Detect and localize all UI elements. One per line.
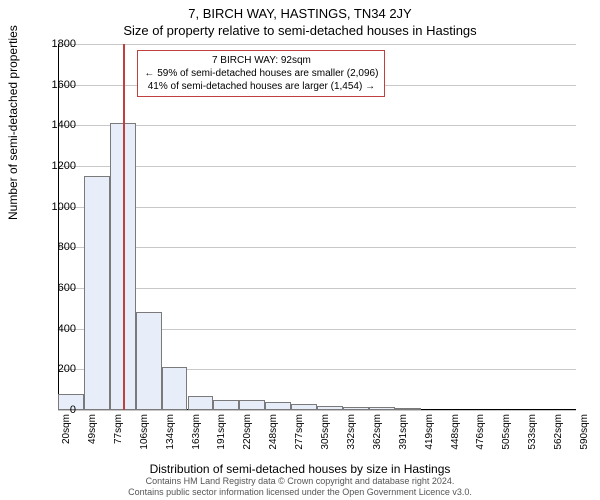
x-tick-label: 277sqm [294, 414, 305, 450]
x-tick-label: 562sqm [553, 414, 564, 450]
histogram-bar [239, 400, 265, 410]
histogram-bar [84, 176, 110, 410]
histogram-bar [162, 367, 188, 410]
histogram-bar [317, 406, 343, 410]
x-tick-label: 134sqm [165, 414, 176, 450]
x-tick-label: 419sqm [424, 414, 435, 450]
y-tick-label: 1000 [36, 201, 76, 213]
histogram-bar [213, 400, 239, 410]
x-tick-label: 220sqm [242, 414, 253, 450]
x-tick-label: 476sqm [475, 414, 486, 450]
x-tick-label: 20sqm [61, 414, 72, 444]
x-tick-label: 191sqm [216, 414, 227, 450]
gridline [58, 288, 576, 289]
x-tick-label: 391sqm [398, 414, 409, 450]
x-tick-label: 248sqm [268, 414, 279, 450]
page-subtitle: Size of property relative to semi-detach… [0, 21, 600, 38]
gridline [58, 125, 576, 126]
y-tick-label: 800 [36, 241, 76, 253]
histogram-bar [369, 407, 395, 410]
histogram-bar [188, 396, 214, 410]
gridline [58, 166, 576, 167]
x-tick-label: 448sqm [450, 414, 461, 450]
y-tick-label: 1400 [36, 119, 76, 131]
histogram-bar [291, 404, 317, 410]
y-tick-label: 400 [36, 323, 76, 335]
y-tick-label: 600 [36, 282, 76, 294]
x-tick-label: 362sqm [372, 414, 383, 450]
y-tick-label: 1200 [36, 160, 76, 172]
x-tick-label: 106sqm [139, 414, 150, 450]
histogram-chart: 7 BIRCH WAY: 92sqm← 59% of semi-detached… [58, 44, 576, 410]
gridline [58, 247, 576, 248]
info-box-line-1: 7 BIRCH WAY: 92sqm [144, 54, 378, 67]
gridline [58, 410, 576, 411]
marker-line [123, 44, 125, 410]
x-tick-label: 77sqm [113, 414, 124, 444]
x-tick-label: 305sqm [320, 414, 331, 450]
x-tick-label: 505sqm [501, 414, 512, 450]
x-tick-label: 332sqm [346, 414, 357, 450]
histogram-bar [265, 402, 291, 410]
x-axis-label: Distribution of semi-detached houses by … [0, 462, 600, 476]
histogram-bar [343, 407, 369, 410]
footer-attribution: Contains HM Land Registry data © Crown c… [0, 476, 600, 498]
info-box-line-2: ← 59% of semi-detached houses are smalle… [144, 67, 378, 80]
y-axis-line [58, 44, 59, 410]
y-tick-label: 200 [36, 363, 76, 375]
gridline [58, 44, 576, 45]
gridline [58, 207, 576, 208]
histogram-bar [136, 312, 162, 410]
y-axis-label: Number of semi-detached properties [6, 25, 20, 220]
x-tick-label: 590sqm [579, 414, 590, 450]
x-tick-label: 163sqm [191, 414, 202, 450]
y-tick-label: 1800 [36, 38, 76, 50]
x-tick-label: 533sqm [527, 414, 538, 450]
histogram-bar [395, 408, 421, 410]
footer-line-1: Contains HM Land Registry data © Crown c… [0, 476, 600, 487]
y-tick-label: 1600 [36, 79, 76, 91]
page-title: 7, BIRCH WAY, HASTINGS, TN34 2JY [0, 0, 600, 21]
info-box-line-3: 41% of semi-detached houses are larger (… [144, 80, 378, 93]
info-box: 7 BIRCH WAY: 92sqm← 59% of semi-detached… [137, 50, 385, 97]
footer-line-2: Contains public sector information licen… [0, 487, 600, 498]
x-tick-label: 49sqm [87, 414, 98, 444]
